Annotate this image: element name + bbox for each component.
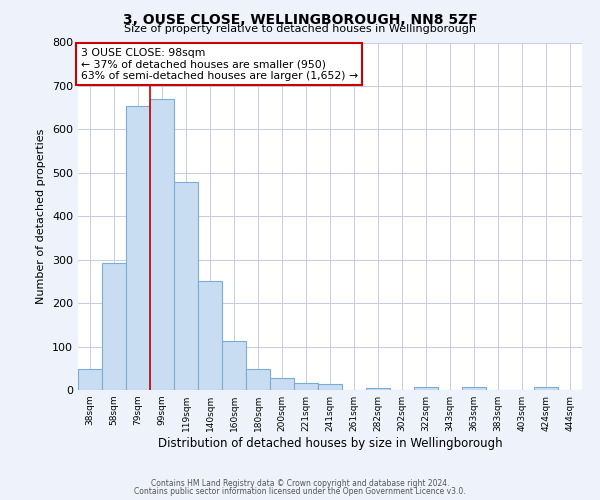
Bar bbox=[247, 369, 269, 390]
X-axis label: Distribution of detached houses by size in Wellingborough: Distribution of detached houses by size … bbox=[158, 437, 502, 450]
Y-axis label: Number of detached properties: Number of detached properties bbox=[37, 128, 46, 304]
Text: Contains public sector information licensed under the Open Government Licence v3: Contains public sector information licen… bbox=[134, 487, 466, 496]
Text: 3 OUSE CLOSE: 98sqm
← 37% of detached houses are smaller (950)
63% of semi-detac: 3 OUSE CLOSE: 98sqm ← 37% of detached ho… bbox=[80, 48, 358, 81]
Text: Contains HM Land Registry data © Crown copyright and database right 2024.: Contains HM Land Registry data © Crown c… bbox=[151, 478, 449, 488]
Bar bbox=[535, 387, 557, 390]
Text: 3, OUSE CLOSE, WELLINGBOROUGH, NN8 5ZF: 3, OUSE CLOSE, WELLINGBOROUGH, NN8 5ZF bbox=[122, 12, 478, 26]
Bar bbox=[127, 106, 149, 390]
Bar bbox=[415, 387, 437, 390]
Bar bbox=[295, 384, 317, 390]
Bar bbox=[223, 341, 245, 390]
Bar bbox=[367, 388, 389, 390]
Bar bbox=[103, 262, 125, 390]
Bar bbox=[175, 182, 197, 390]
Bar bbox=[271, 378, 293, 390]
Bar bbox=[151, 99, 173, 390]
Bar bbox=[79, 369, 101, 390]
Bar bbox=[199, 282, 221, 390]
Bar bbox=[319, 384, 341, 390]
Bar bbox=[463, 387, 485, 390]
Text: Size of property relative to detached houses in Wellingborough: Size of property relative to detached ho… bbox=[124, 24, 476, 34]
